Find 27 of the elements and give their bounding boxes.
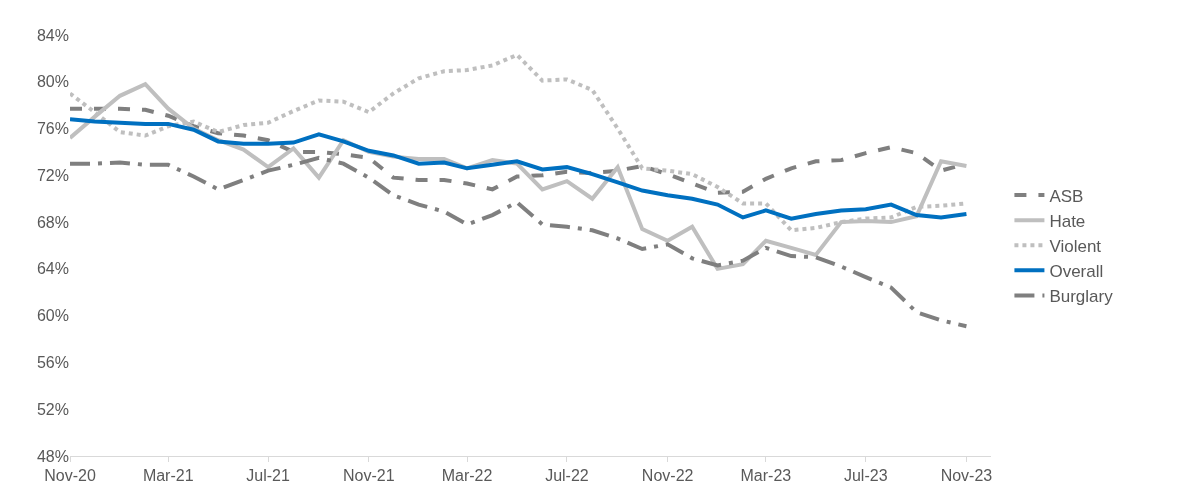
y-tick-label: 48%: [36, 447, 69, 465]
legend-label: Hate: [1049, 211, 1086, 231]
x-tick-label: Mar-22: [441, 467, 493, 485]
y-tick-label: 68%: [36, 213, 69, 231]
x-tick-label: Nov-20: [44, 467, 96, 485]
x-tick-label: Mar-23: [740, 467, 792, 485]
y-tick-label: 76%: [36, 120, 69, 138]
x-tick-label: Jul-23: [843, 467, 888, 485]
legend-label: Overall: [1049, 261, 1104, 281]
x-tick-label: Mar-21: [142, 467, 194, 485]
x-tick-label: Nov-22: [641, 467, 694, 485]
x-tick-label: Jul-21: [246, 467, 291, 485]
y-tick-label: 80%: [36, 73, 69, 91]
y-tick-label: 64%: [36, 260, 69, 278]
y-tick-label: 52%: [36, 400, 69, 418]
y-tick-label: 84%: [36, 26, 69, 44]
legend-label: Burglary: [1049, 287, 1114, 307]
x-tick-label: Nov-21: [343, 467, 395, 485]
y-tick-label: 72%: [36, 166, 69, 184]
y-tick-label: 60%: [36, 307, 69, 325]
x-tick-label: Jul-22: [545, 467, 589, 485]
y-tick-label: 56%: [36, 354, 69, 372]
line-series: [70, 117, 969, 221]
legend-label: ASB: [1049, 186, 1084, 206]
legend-label: Violent: [1049, 236, 1102, 256]
line-series: [70, 155, 969, 329]
x-tick-label: Nov-23: [940, 467, 993, 485]
